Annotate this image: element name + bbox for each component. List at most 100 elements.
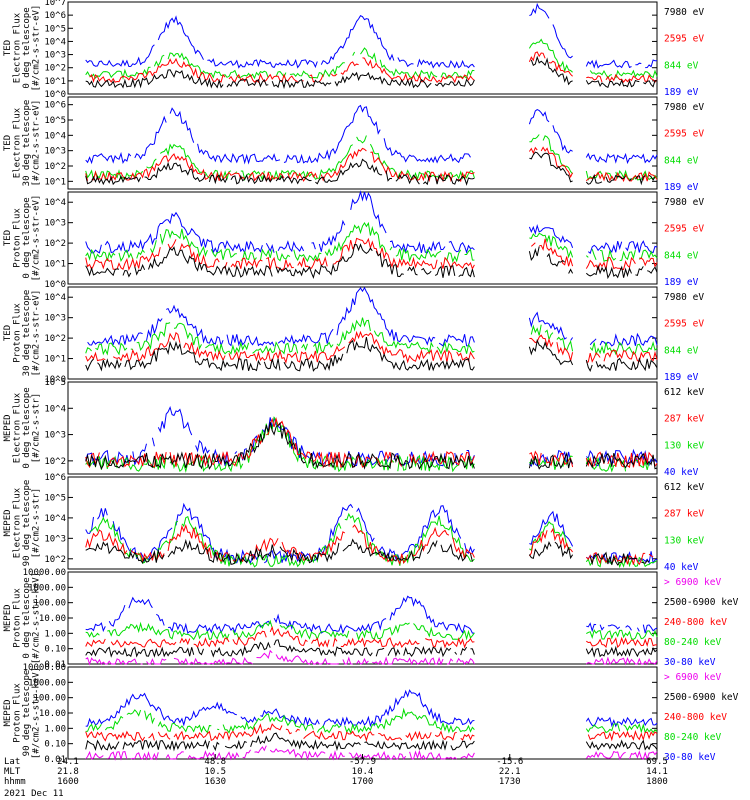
series-line [85, 523, 654, 566]
legend-entry: 844 eV [664, 345, 699, 356]
y-axis-label-line: [#/cm2-s-str] [32, 393, 42, 463]
x-row-label: hhmm [4, 777, 26, 787]
y-tick-label: 10^4 [44, 198, 66, 208]
y-tick-label: 100.00 [33, 694, 66, 704]
legend-entry: 2595 eV [664, 129, 704, 140]
legend-entry: 189 eV [664, 277, 699, 288]
series-line [85, 745, 658, 761]
legend-entry: 189 eV [664, 87, 699, 98]
y-tick-label: 10^4 [44, 37, 66, 47]
y-axis-label-line: TED [3, 230, 13, 246]
x-row-value: 1600 [57, 777, 79, 787]
y-axis-label-line: TED [3, 325, 13, 341]
y-tick-label: 10^1 [44, 260, 66, 270]
y-tick-label: 10^5 [44, 116, 66, 126]
y-axis-label-line: 0 deg telescope [22, 387, 32, 468]
series-line [85, 38, 658, 80]
legend-entry: 80-240 keV [664, 637, 721, 648]
x-row-value: 21.8 [57, 767, 79, 777]
legend-entry: 80-240 keV [664, 732, 721, 743]
y-axis-label: TED Proton Flux 0 deg telescope [#/cm2-s-st… [3, 195, 42, 282]
y-tick-label: 10^4 [44, 404, 66, 414]
legend-entry: 844 eV [664, 60, 699, 71]
x-row-value: -57.9 [349, 757, 376, 767]
y-tick-label: 0.01 [44, 755, 66, 765]
legend-entry: 2595 eV [664, 224, 704, 235]
legend-entry: 189 eV [664, 372, 699, 383]
legend-entry: 2500-6900 keV [664, 597, 739, 608]
x-row-value: 14.1 [646, 767, 668, 777]
y-tick-label: 10^4 [44, 293, 66, 303]
series-line [85, 639, 658, 658]
y-axis-label-line: [#/cm2-s-str-eV] [32, 100, 42, 187]
y-tick-label: 10^3 [44, 431, 66, 441]
series-line [85, 707, 658, 735]
y-axis-label-line: Electron Flux [13, 107, 23, 178]
y-tick-label: 10^3 [44, 219, 66, 229]
y-axis-label-line: [#/cm2-s-str-eV] [32, 290, 42, 377]
x-row-value: 1700 [352, 777, 374, 787]
y-axis-label-line: MEPED [3, 509, 13, 536]
series-line [85, 723, 658, 742]
y-axis-label-line: Proton Flux [13, 208, 23, 268]
legend-entry: 130 keV [664, 440, 704, 451]
y-tick-label: 10000.00 [23, 663, 66, 673]
y-axis-label-line: [#/cm2-s-str] [32, 488, 42, 558]
y-axis-label: MEPED Electron Flux 0 deg telescope [#/cm2-… [3, 387, 42, 468]
x-row-label: MLT [4, 767, 21, 777]
y-tick-label: 10^6 [44, 473, 66, 483]
panel-frame [67, 381, 658, 475]
y-tick-label: 10^1 [44, 77, 66, 87]
series-line [85, 337, 658, 373]
y-axis-label-line: [#/cm2-s-str-keV] [32, 667, 42, 759]
legend-entry: 7980 eV [664, 102, 704, 113]
x-row-value: 69.5 [646, 757, 668, 767]
legend-entry: 612 keV [664, 387, 704, 398]
series-line [85, 422, 658, 470]
y-axis-label-line: MEPED [3, 414, 13, 441]
y-tick-label: 10^5 [44, 378, 66, 388]
x-row-value: 10.4 [352, 767, 374, 777]
series-line [85, 146, 658, 183]
panel-frame [67, 476, 658, 570]
y-axis-label-line: Electron Flux [13, 392, 23, 463]
y-axis-label-line: 90 deg telescope [22, 670, 32, 757]
series-line [85, 595, 658, 635]
y-tick-label: 10^3 [44, 534, 66, 544]
series-line [85, 104, 658, 165]
legend-entry: 2595 eV [664, 34, 704, 45]
panel-frame [67, 286, 658, 380]
y-tick-label: 0.10 [44, 645, 66, 655]
y-axis-label: TED Proton Flux 30 deg telescope [#/cm2-s-s… [3, 290, 42, 377]
legend-entry: 130 keV [664, 535, 704, 546]
y-axis-label: MEPED Proton Flux 0 deg telescope [#/cm2-s-… [3, 572, 42, 664]
series-line [85, 151, 656, 186]
y-tick-label: 10^4 [44, 131, 66, 141]
x-row-value: 10.5 [204, 767, 226, 777]
series-line [89, 51, 658, 84]
y-axis-label-line: Proton Flux [13, 683, 23, 743]
series-line [85, 502, 658, 565]
series-line [85, 689, 658, 728]
y-tick-label: 0.01 [44, 660, 66, 670]
x-row-value: 1730 [499, 777, 521, 787]
x-row-value: 1800 [646, 777, 668, 787]
legend-entry: 7980 eV [664, 197, 704, 208]
y-axis-label-line: [#/cm2-s-str-eV] [32, 195, 42, 282]
y-axis-label-line: 30 deg telescope [22, 100, 32, 187]
y-tick-label: 100.00 [33, 599, 66, 609]
y-tick-label: 10^2 [44, 64, 66, 74]
legend-entry: 287 keV [664, 414, 704, 425]
legend-entry: 40 keV [664, 467, 699, 478]
y-tick-label: 1.00 [44, 629, 66, 639]
y-tick-label: 10^7 [44, 0, 66, 8]
x-row-value: 48.8 [204, 757, 226, 767]
legend-entry: 240-800 keV [664, 712, 727, 723]
x-row-label: Lat [4, 757, 20, 767]
legend-entry: 30-80 keV [664, 657, 716, 668]
y-tick-label: 10^2 [44, 334, 66, 344]
y-axis-label-line: MEPED [3, 699, 13, 726]
y-axis-label-line: Electron Flux [13, 487, 23, 558]
y-axis-label-line: 0 deg telescope [22, 197, 32, 278]
y-axis-label: MEPED Electron Flux 90 deg telescope [#/cm2… [3, 480, 42, 567]
